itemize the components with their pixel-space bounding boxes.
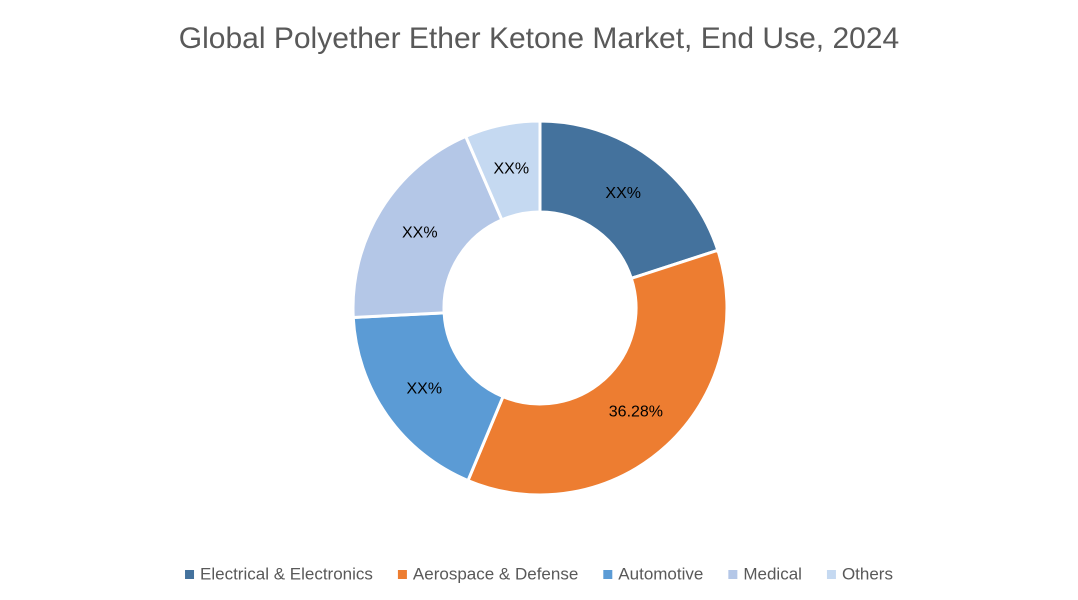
data-label: XX%	[494, 161, 530, 178]
data-label: 36.28%	[609, 403, 663, 420]
legend-label: Automotive	[618, 564, 703, 583]
donut-slice	[351, 311, 505, 483]
chart-title: Global Polyether Ether Ketone Market, En…	[179, 22, 899, 55]
donut-slice	[463, 119, 542, 222]
donut-slice	[538, 119, 720, 281]
donut-slice	[351, 134, 504, 320]
legend-label: Aerospace & Defense	[413, 564, 578, 583]
data-label: XX%	[406, 381, 442, 398]
legend-swatch	[826, 570, 836, 579]
legend-swatch	[397, 570, 407, 579]
legend-label: Others	[842, 564, 893, 583]
data-label: XX%	[605, 185, 641, 202]
data-label: XX%	[402, 225, 438, 242]
legend-label: Medical	[743, 564, 802, 583]
donut-slice	[466, 248, 729, 497]
legend-swatch	[185, 570, 195, 579]
legend-label: Electrical & Electronics	[200, 564, 373, 583]
legend-swatch	[603, 570, 613, 579]
legend-swatch	[728, 570, 738, 579]
